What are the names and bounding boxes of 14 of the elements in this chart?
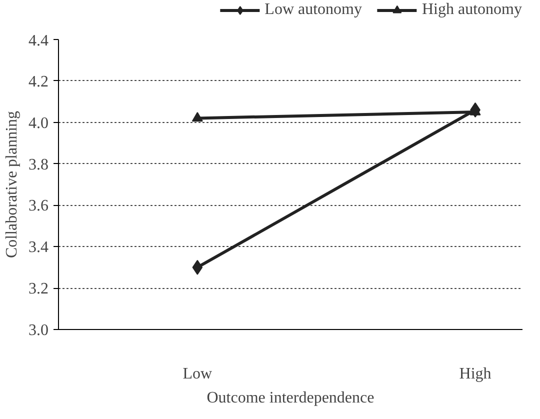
y-tick-label: 4.0 (28, 114, 48, 132)
y-tick-label: 3.2 (28, 280, 48, 298)
y-tick-label: 3.6 (28, 198, 48, 215)
x-tick-label: Low (182, 366, 213, 382)
y-tick-label: 3.0 (28, 322, 48, 339)
y-tick-label: 4.2 (28, 73, 48, 90)
legend-label: High autonomy (422, 1, 522, 19)
y-axis-title: Collaborative planning (4, 110, 20, 258)
y-tick-label: 4.4 (28, 32, 48, 50)
x-tick-label: High (459, 366, 492, 382)
y-tick-label: 3.8 (28, 156, 48, 174)
legend-label: Low autonomy (264, 1, 362, 19)
y-tick-label: 3.4 (28, 239, 48, 256)
x-axis-title: Outcome interdependence (206, 390, 374, 406)
